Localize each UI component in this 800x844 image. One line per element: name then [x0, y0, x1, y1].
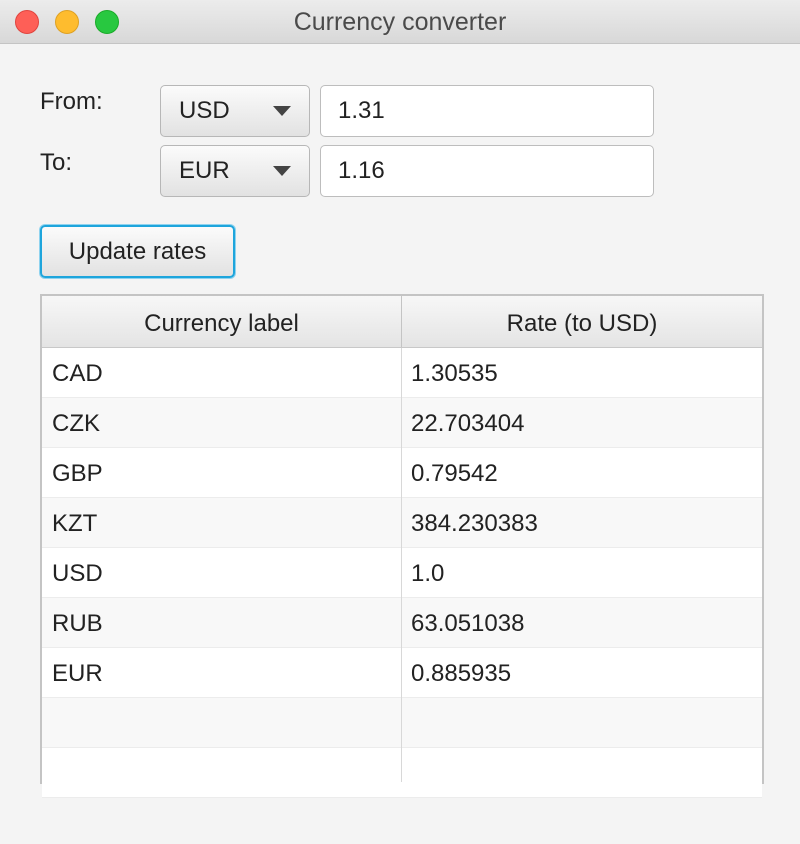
currency-label-cell: GBP: [52, 460, 103, 487]
table-row[interactable]: KZT 384.230383: [42, 498, 762, 548]
from-label: From:: [40, 88, 103, 115]
from-amount-field[interactable]: [320, 85, 654, 137]
column-divider[interactable]: [401, 296, 402, 347]
table-row-empty[interactable]: [42, 698, 762, 748]
table-row[interactable]: USD 1.0: [42, 548, 762, 598]
rate-cell: 384.230383: [411, 510, 538, 537]
minimize-icon[interactable]: [55, 10, 79, 34]
from-currency-select[interactable]: USD: [160, 85, 310, 137]
rate-cell: 0.885935: [411, 660, 512, 687]
title-bar[interactable]: Currency converter: [0, 0, 800, 44]
table-row[interactable]: CAD 1.30535: [42, 348, 762, 398]
rate-cell: 0.79542: [411, 460, 498, 487]
table-row[interactable]: CZK 22.703404: [42, 398, 762, 448]
rate-cell: 22.703404: [411, 410, 525, 437]
from-currency-value: USD: [179, 97, 230, 124]
currency-label-cell: [52, 698, 392, 747]
table-row[interactable]: RUB 63.051038: [42, 598, 762, 648]
rate-cell: 1.30535: [411, 360, 498, 387]
column-divider: [401, 348, 402, 782]
currency-label-cell: EUR: [52, 660, 103, 687]
column-header-rate[interactable]: Rate (to USD): [506, 310, 658, 337]
currency-label-cell: USD: [52, 560, 103, 587]
to-currency-value: EUR: [179, 157, 230, 184]
main-content: From: To: USD EUR Update rates Currency …: [0, 44, 800, 844]
chevron-down-icon: [273, 106, 291, 116]
currency-label-cell: [52, 748, 392, 797]
to-currency-select[interactable]: EUR: [160, 145, 310, 197]
table-header: Currency label Rate (to USD): [42, 296, 762, 348]
window-title: Currency converter: [293, 8, 507, 36]
chevron-down-icon: [273, 166, 291, 176]
to-label: To:: [40, 149, 73, 176]
table-body: CAD 1.30535 CZK 22.703404 GBP 0.79542 KZ…: [42, 348, 762, 798]
currency-label-cell: KZT: [52, 510, 98, 537]
table-row-empty[interactable]: [42, 748, 762, 798]
to-amount-field[interactable]: [320, 145, 654, 197]
table-row[interactable]: GBP 0.79542: [42, 448, 762, 498]
currency-label-cell: RUB: [52, 610, 103, 637]
maximize-icon[interactable]: [95, 10, 119, 34]
table-row[interactable]: EUR 0.885935: [42, 648, 762, 698]
column-header-currency-label[interactable]: Currency label: [144, 310, 299, 337]
close-icon[interactable]: [15, 10, 39, 34]
update-rates-button[interactable]: Update rates: [40, 225, 235, 278]
rate-cell: [411, 698, 751, 747]
rate-cell: 63.051038: [411, 610, 525, 637]
rates-table[interactable]: Currency label Rate (to USD) CAD 1.30535…: [40, 294, 764, 798]
currency-label-cell: CZK: [52, 410, 100, 437]
currency-label-cell: CAD: [52, 360, 103, 387]
rate-cell: [411, 748, 751, 797]
rate-cell: 1.0: [411, 560, 445, 587]
